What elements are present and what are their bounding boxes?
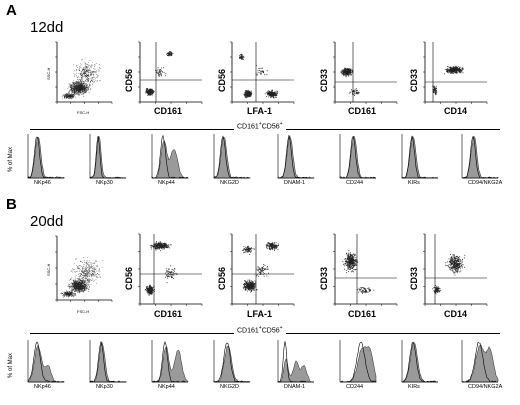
scatter-plot-b-5	[423, 233, 488, 306]
scatter-plot-a-1	[55, 41, 113, 104]
histogram-plot	[27, 134, 65, 179]
axis-label-y: CD33	[409, 266, 419, 290]
histogram-plot	[461, 134, 499, 179]
axis-label-x: CD161	[154, 309, 183, 319]
histogram-label: KIRs	[408, 180, 420, 186]
histogram-plot	[213, 134, 251, 179]
histogram-label: NKp44	[158, 180, 175, 186]
scatter-plot-a-2	[138, 41, 203, 104]
axis-label-x: CD161	[348, 106, 377, 116]
histogram-label: DNAM-1	[284, 384, 306, 390]
axis-label-y: CD33	[319, 68, 329, 92]
axis-label-x: FSC-H	[77, 309, 90, 314]
condition-label-a: 12dd	[30, 19, 64, 36]
axis-label-x: FSC-H	[77, 110, 90, 115]
axis-label-y: CD33	[409, 68, 419, 92]
histogram-plot	[277, 340, 314, 383]
histogram-y-label-a: % of Max	[8, 146, 14, 172]
axis-label-x: LFA-1	[247, 106, 273, 116]
histogram-plot	[213, 340, 251, 383]
histogram-label: CD244	[346, 180, 364, 186]
histogram-label: NKp46	[34, 180, 51, 186]
panel-letter-b: B	[6, 196, 17, 213]
histogram-plot	[401, 134, 439, 179]
histogram-plot	[151, 134, 189, 179]
scatter-plot-b-4	[333, 233, 398, 306]
histogram-label: NKG2D	[220, 180, 239, 186]
axis-label-y: SSC-H	[46, 67, 51, 80]
axis-label-y: CD33	[319, 266, 329, 290]
histogram-plot	[461, 340, 499, 383]
gate-title-b: CD161+CD56+	[234, 325, 286, 335]
axis-label-x: LFA-1	[247, 309, 273, 319]
scatter-plot-a-4	[333, 41, 398, 104]
axis-label-y: CD56	[217, 68, 227, 92]
histogram-plot	[401, 340, 438, 383]
histogram-label: NKp30	[96, 384, 113, 390]
histogram-label: DNAM-1	[284, 180, 306, 186]
histogram-plot	[339, 340, 377, 383]
axis-label-y: CD56	[217, 266, 227, 290]
histogram-plot	[88, 340, 127, 383]
histogram-label: CD244	[346, 384, 364, 390]
histogram-plot	[277, 134, 315, 179]
scatter-plot-a-5	[423, 41, 488, 104]
axis-label-y: CD56	[124, 68, 134, 92]
histogram-label: NKp44	[158, 384, 175, 390]
scatter-plot-b-1	[55, 235, 113, 302]
histogram-label: NKp46	[34, 384, 51, 390]
axis-label-y: CD56	[124, 266, 134, 290]
condition-label-b: 20dd	[30, 213, 64, 230]
histogram-label: CD94/NKG2A	[468, 384, 503, 390]
histogram-plot	[89, 134, 127, 179]
histogram-label: NKG2D	[220, 384, 239, 390]
histogram-plot	[151, 340, 189, 383]
histogram-label: NKp30	[96, 180, 113, 186]
scatter-plot-b-3	[230, 233, 295, 306]
scatter-plot-b-2	[138, 233, 203, 306]
gate-title-a: CD161+CD56+	[234, 121, 286, 131]
axis-label-y: SSC-H	[46, 263, 51, 276]
axis-label-x: CD161	[348, 309, 377, 319]
histogram-label: CD94/NKG2A	[468, 180, 503, 186]
histogram-label: KIRs	[408, 384, 420, 390]
scatter-plot-a-3	[230, 41, 295, 104]
panel-letter-a: A	[6, 2, 17, 19]
histogram-plot	[27, 340, 65, 383]
axis-label-x: CD161	[154, 106, 183, 116]
histogram-plot	[339, 134, 377, 179]
histogram-y-label-b: % of Max	[8, 352, 14, 378]
axis-label-x: CD14	[444, 309, 468, 319]
axis-label-x: CD14	[444, 106, 468, 116]
